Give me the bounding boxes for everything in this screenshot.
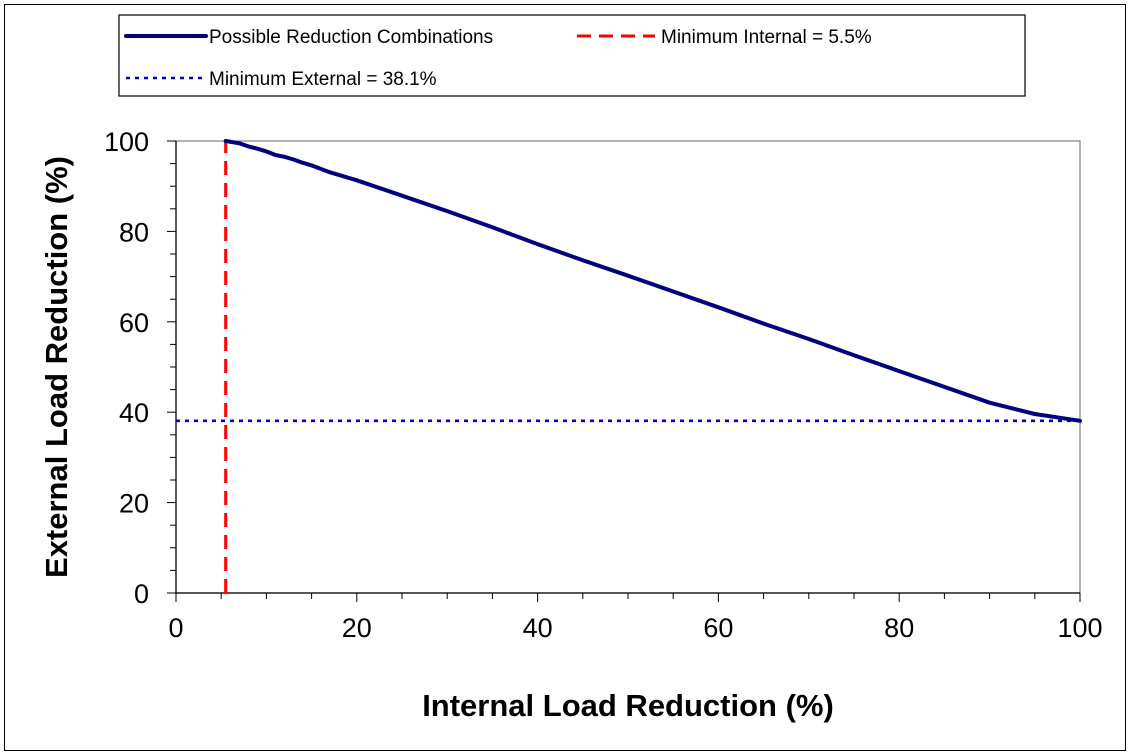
x-axis-title: Internal Load Reduction (%) [422,688,834,723]
series-line-0 [223,139,1082,423]
y-axis-title: External Load Reduction (%) [39,156,74,578]
y-tick-label: 80 [119,217,149,247]
legend: Possible Reduction Combinations Minimum … [118,14,1026,97]
y-tick-label: 100 [104,127,149,157]
x-tick-label: 20 [342,613,372,643]
x-tick-label: 60 [703,613,733,643]
plot-area [175,140,1081,594]
legend-label-minimum-external: Minimum External = 38.1% [209,69,437,90]
y-tick-label: 40 [119,398,149,428]
legend-label-possible-reduction: Possible Reduction Combinations [209,27,493,48]
x-tick-label: 100 [1057,613,1102,643]
y-tick-label: 0 [134,579,149,609]
x-tick-label: 0 [168,613,183,643]
axes: 0 20 40 60 80 100 0 20 40 60 80 100 [104,127,1103,643]
x-tick-label: 80 [884,613,914,643]
legend-label-minimum-internal: Minimum Internal = 5.5% [661,27,872,48]
y-tick-label: 60 [119,308,149,338]
series-layer [176,139,1082,593]
legend-box [118,14,1026,97]
y-tick-label: 20 [119,489,149,519]
x-tick-label: 40 [523,613,553,643]
